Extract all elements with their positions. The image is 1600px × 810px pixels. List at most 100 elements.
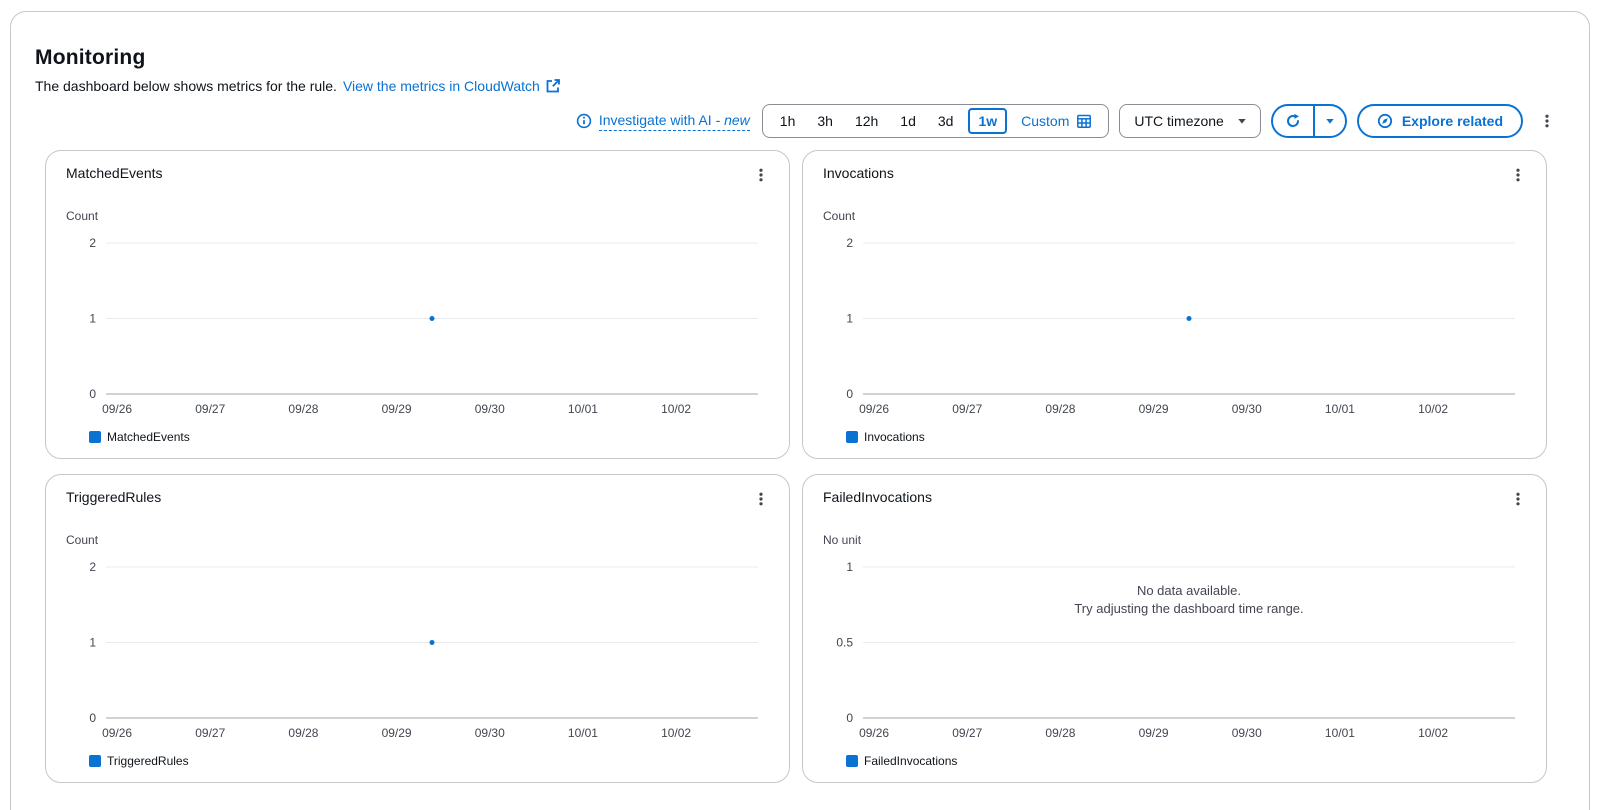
x-tick-label: 10/02: [1418, 402, 1448, 416]
chart-panel-failedinvocations: FailedInvocations No unit 0 0.5 1 09/26 09/27 0…: [802, 474, 1547, 783]
data-point: [429, 640, 435, 645]
info-icon: [576, 113, 592, 129]
x-tick-label: 10/01: [1325, 402, 1355, 416]
chart-menu-button[interactable]: [751, 165, 771, 185]
x-tick-label: 09/30: [475, 402, 505, 416]
legend-swatch: [89, 430, 101, 443]
chart-plot-triggeredrules: 0 1 2 09/26 09/27 09/28 09/29 09/30 10/01 10/02: [89, 560, 758, 740]
y-tick-label: 2: [89, 236, 96, 250]
x-tick-label: 09/26: [859, 402, 889, 416]
page-description: The dashboard below shows metrics for th…: [35, 78, 1565, 94]
x-tick-label: 09/30: [1232, 726, 1262, 740]
chart-panel-matchedevents: MatchedEvents Count 0 1 2 09/26 09/27 09/28 09/2…: [45, 150, 790, 459]
y-tick-label: 2: [89, 560, 96, 574]
explore-related-label: Explore related: [1401, 113, 1503, 129]
x-tick-label: 09/26: [102, 726, 132, 740]
chart-plot-invocations: 0 1 2 09/26 09/27 09/28 09/29 09/30 10/01 10/02: [846, 236, 1515, 416]
y-tick-label: 1: [89, 636, 96, 650]
time-range-option-3d[interactable]: 3d: [927, 105, 965, 137]
legend-item[interactable]: FailedInvocations: [846, 753, 957, 768]
investigate-label: Investigate with AI - new: [598, 112, 750, 131]
timezone-label: UTC timezone: [1134, 113, 1224, 129]
kebab-icon: [1516, 492, 1520, 506]
data-point: [429, 316, 435, 321]
kebab-icon: [759, 492, 763, 506]
page-title: Monitoring: [35, 46, 146, 69]
timezone-select[interactable]: UTC timezone: [1119, 104, 1261, 138]
x-tick-label: 10/01: [568, 726, 598, 740]
y-tick-label: 0: [846, 711, 853, 725]
chart-plot-failedinvocations: 0 0.5 1 09/26 09/27 09/28 09/29 09/30 10/01 10/02…: [836, 560, 1515, 740]
description-text: The dashboard below shows metrics for th…: [35, 78, 337, 94]
chart-menu-button[interactable]: [751, 489, 771, 509]
x-tick-label: 10/02: [1418, 726, 1448, 740]
x-tick-label: 10/02: [661, 402, 691, 416]
cloudwatch-link[interactable]: View the metrics in CloudWatch: [343, 78, 561, 94]
y-tick-label: 1: [89, 312, 96, 326]
custom-label: Custom: [1021, 113, 1070, 129]
legend-swatch: [89, 754, 101, 767]
chart-legend: FailedInvocations: [846, 753, 1528, 768]
x-tick-label: 09/26: [859, 726, 889, 740]
chart-legend: MatchedEvents: [89, 429, 771, 444]
investigate-with-ai-link[interactable]: Investigate with AI - new: [576, 112, 750, 131]
empty-message-line: No data available.: [1137, 583, 1241, 598]
time-range-option-1h[interactable]: 1h: [769, 105, 807, 137]
caret-down-icon: [1326, 119, 1334, 124]
x-tick-label: 09/29: [1139, 402, 1169, 416]
x-tick-label: 10/01: [568, 402, 598, 416]
chart-title: Invocations: [823, 165, 894, 181]
time-range-custom-button[interactable]: Custom: [1011, 113, 1102, 129]
chart-unit-label: Count: [66, 533, 99, 547]
time-range-option-1d[interactable]: 1d: [889, 105, 927, 137]
x-tick-label: 09/28: [1045, 726, 1075, 740]
x-tick-label: 09/28: [288, 726, 318, 740]
refresh-options-button[interactable]: [1315, 106, 1345, 136]
refresh-icon: [1286, 113, 1299, 127]
legend-item[interactable]: MatchedEvents: [89, 429, 190, 444]
chart-panel-triggeredrules: TriggeredRules Count 0 1 2 09/26 09/27 09/28 09/…: [45, 474, 790, 783]
time-range-option-12h[interactable]: 12h: [844, 105, 889, 137]
x-tick-label: 10/02: [661, 726, 691, 740]
chart-panel-invocations: Invocations Count 0 1 2 09/26 09/27 09/28 09/29 0…: [802, 150, 1547, 459]
chart-title: MatchedEvents: [66, 165, 163, 181]
legend-swatch: [846, 754, 858, 767]
kebab-icon: [759, 168, 763, 182]
legend-item[interactable]: TriggeredRules: [89, 753, 189, 768]
refresh-button-group: [1270, 104, 1347, 138]
y-tick-label: 2: [846, 236, 853, 250]
chart-menu-button[interactable]: [1508, 165, 1528, 185]
page-menu-button[interactable]: [1537, 111, 1557, 131]
data-point: [1186, 316, 1192, 321]
x-tick-label: 09/28: [288, 402, 318, 416]
chart-unit-label: No unit: [823, 533, 862, 547]
legend-item[interactable]: Invocations: [846, 429, 925, 444]
x-tick-label: 09/27: [952, 402, 982, 416]
x-tick-label: 09/30: [475, 726, 505, 740]
monitoring-card: Monitoring The dashboard below shows met…: [10, 11, 1590, 810]
cloudwatch-link-label: View the metrics in CloudWatch: [342, 78, 540, 94]
x-tick-label: 09/27: [952, 726, 982, 740]
time-range-option-3h[interactable]: 3h: [806, 105, 844, 137]
refresh-button[interactable]: [1273, 106, 1313, 136]
legend-label: MatchedEvents: [107, 429, 190, 444]
kebab-icon: [1516, 168, 1520, 182]
legend-swatch: [846, 430, 858, 443]
chart-menu-button[interactable]: [1508, 489, 1528, 509]
compass-icon: [1377, 113, 1392, 129]
legend-label: FailedInvocations: [864, 753, 958, 768]
explore-related-button[interactable]: Explore related: [1356, 104, 1523, 138]
time-range-option-1w[interactable]: 1w: [968, 108, 1008, 134]
charts-grid: MatchedEvents Count 0 1 2 09/26 09/27 09/28 09/2…: [45, 150, 1547, 783]
chart-unit-label: Count: [823, 209, 856, 223]
divider: [1312, 106, 1315, 136]
chart-legend: TriggeredRules: [89, 753, 771, 768]
y-tick-label: 0: [846, 387, 853, 401]
y-tick-label: 1: [846, 312, 853, 326]
chart-title: TriggeredRules: [66, 489, 162, 505]
y-tick-label: 0: [89, 387, 96, 401]
empty-message-line: Try adjusting the dashboard time range.: [1074, 601, 1303, 616]
time-range-control: 1h 3h 12h 1d 3d 1w Custom: [761, 104, 1110, 138]
toolbar: Investigate with AI - new 1h 3h 12h 1d 3d 1w …: [35, 104, 1565, 138]
external-link-icon: [546, 79, 560, 93]
